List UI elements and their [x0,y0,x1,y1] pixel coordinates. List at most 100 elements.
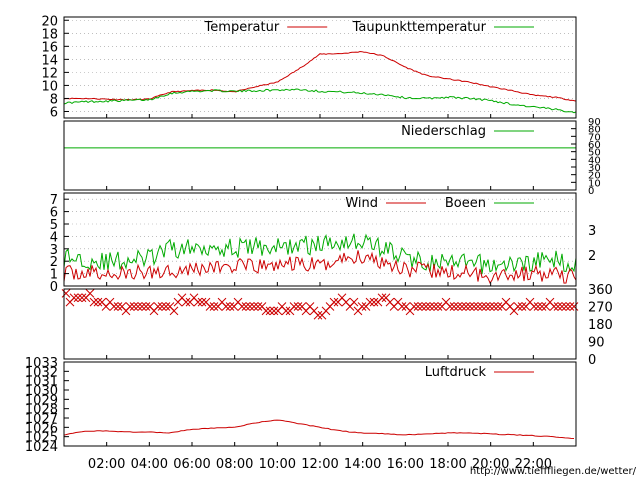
wind-direction-marker [261,306,271,316]
wind-legend-label: Boeen [445,196,486,211]
wind-tick-label: 7 [50,193,58,208]
temperature-series-line [63,88,577,114]
wind-direction-marker [141,302,151,311]
wind-direction-marker [369,297,379,307]
wind-direction-marker [221,302,231,311]
wind-direction-marker [537,302,547,311]
wind-direction-marker [565,302,575,311]
wind-direction-marker [169,306,179,316]
wind-tick-label: 2 [50,255,58,270]
wind-direction-marker [129,302,139,311]
wind-direction-marker [557,302,567,311]
wind-direction-marker [205,302,215,311]
wind-direction-marker [533,302,543,311]
wind-direction-tick-label: 270 [588,301,613,316]
wind-direction-marker [493,302,503,311]
pressure-tick-label: 1030 [25,384,58,399]
precipitation-tick-label: 20 [588,171,601,182]
x-tick-label: 20:00 [472,457,509,472]
temperature-tick-label: 10 [41,79,58,94]
pressure-tick-label: 1029 [25,393,58,408]
wind-direction-marker [549,302,559,311]
wind-direction-marker [413,302,423,311]
precipitation-tick-label: 0 [588,186,594,197]
temperature-tick-label: 12 [41,66,58,81]
precipitation-tick-label: 60 [588,140,601,151]
wind-direction-marker [457,302,467,311]
wind-direction-marker [465,302,475,311]
wind-direction-marker [409,302,419,311]
wind-direction-marker [69,293,79,303]
precipitation-legend-label: Niederschlag [401,124,486,139]
wind-direction-marker [397,302,407,311]
precipitation-tick-label: 50 [588,148,601,159]
wind-direction-marker [93,297,103,307]
wind-legend-label: Wind [345,196,378,211]
wind-direction-marker [293,302,303,311]
wind-direction-marker [241,302,251,311]
wind-direction-marker [313,310,323,320]
wind-direction-marker [425,302,435,311]
temperature-series-line [63,50,577,102]
wind-direction-marker [477,302,487,311]
wind-direction-marker [553,302,563,311]
pressure-tick-label: 1031 [25,375,58,390]
pressure-legend-label: Luftdruck [425,365,487,380]
x-tick-label: 02:00 [88,457,125,472]
wind-direction-marker [461,302,471,311]
wind-direction-marker [481,302,491,311]
wind-direction-marker [133,302,143,311]
wind-direction-marker [181,297,191,307]
wind-direction-marker [85,289,95,298]
wind-direction-marker [109,302,119,311]
pressure-tick-label: 1032 [25,365,58,380]
wind-direction-tick-label: 90 [588,336,605,351]
wind-direction-marker [237,302,247,311]
wind-tick-label: 3 [50,243,58,258]
x-tick-label: 04:00 [131,457,168,472]
wind-direction-marker [569,302,579,311]
x-tick-label: 10:00 [259,457,296,472]
wind-direction-marker [329,297,339,307]
wind-tick-label: 6 [50,206,58,221]
wind-direction-marker [349,297,359,307]
wind-direction-marker [193,297,203,307]
pressure-frame [63,361,577,447]
wind-direction-marker [561,302,571,311]
wind-direction-marker [517,302,527,311]
temperature-tick-label: 16 [41,40,58,55]
wind-direction-tick-label: 180 [588,318,613,333]
x-tick-label: 12:00 [301,457,338,472]
series-layer [61,50,579,439]
wind-direction-marker [281,306,291,316]
wind-direction-marker [429,302,439,311]
x-tick-label: 14:00 [344,457,381,472]
temperature-tick-label: 14 [41,53,58,68]
wind-direction-marker [157,302,167,311]
wind-direction-marker [225,302,235,311]
wind-frame [63,192,577,287]
wind-direction-marker [77,293,87,303]
x-tick-label: 18:00 [429,457,466,472]
wind-direction-marker [513,302,523,311]
wind-direction-marker [269,306,279,316]
wind-direction-marker [153,302,163,311]
temperature-frame [63,16,577,119]
wind-direction-marker [357,302,367,311]
temperature-tick-label: 18 [41,27,58,42]
wind-direction-marker [249,302,259,311]
temperature-legend-label: Temperatur [204,20,280,35]
temperature-tick-label: 6 [50,105,58,120]
precipitation-tick-label: 70 [588,132,601,143]
wind-right-label: 3 [588,224,596,239]
wind-tick-label: 0 [50,280,58,295]
frame-layer [63,16,577,447]
wind-direction-marker [445,302,455,311]
wind-direction-marker [489,302,499,311]
wind-direction-marker [197,297,207,307]
wind-direction-marker [253,302,263,311]
wind-direction-marker [453,302,463,311]
wind-direction-marker [449,302,459,311]
